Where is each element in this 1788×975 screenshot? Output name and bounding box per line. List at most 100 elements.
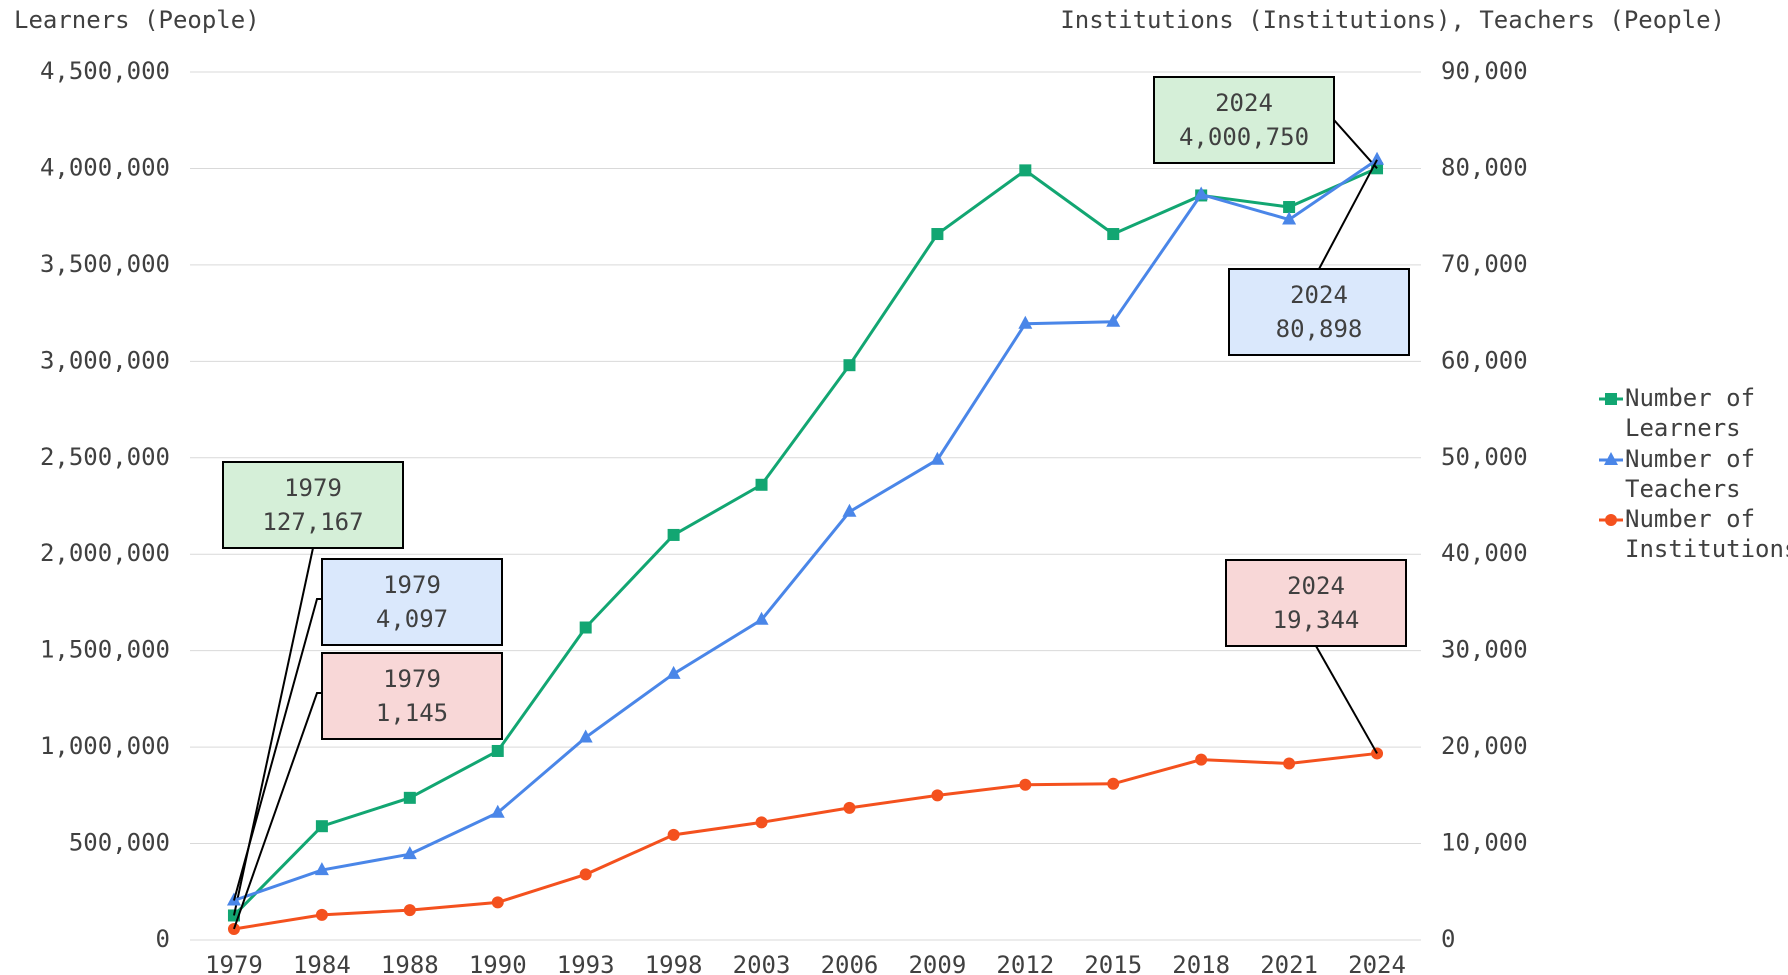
x-tick-label: 2012 (996, 951, 1054, 975)
label-year: 1979 (383, 665, 441, 693)
marker (1194, 186, 1209, 200)
marker (315, 908, 328, 921)
leader-line (1333, 119, 1378, 169)
marker (402, 846, 417, 860)
x-tick-label: 1988 (381, 951, 439, 975)
data-label: 1,145 (376, 699, 448, 727)
y2-tick-label: 40,000 (1441, 539, 1528, 567)
marker (491, 744, 504, 757)
y2-tick-label: 50,000 (1441, 443, 1528, 471)
data-label: 4,000,750 (1179, 123, 1309, 151)
marker (1107, 228, 1120, 241)
y2-tick-label: 30,000 (1441, 636, 1528, 664)
y-tick-label: 1,500,000 (40, 636, 170, 664)
marker (579, 621, 592, 634)
marker (1106, 313, 1121, 327)
marker (578, 729, 593, 743)
y2-tick-label: 70,000 (1441, 250, 1528, 278)
label-box (1225, 559, 1407, 647)
label-box (321, 558, 503, 646)
label-year: 2024 (1287, 572, 1345, 600)
y-tick-label: 1,000,000 (40, 732, 170, 760)
marker (1370, 151, 1385, 165)
y2-tick-label: 20,000 (1441, 732, 1528, 760)
legend-marker (1604, 452, 1618, 465)
marker (1283, 757, 1296, 770)
marker (843, 359, 856, 372)
label-box (321, 652, 503, 740)
label-year: 2024 (1290, 281, 1348, 309)
marker (667, 528, 680, 541)
data-label: 19,344 (1273, 606, 1360, 634)
x-tick-label: 2009 (908, 951, 966, 975)
marker (1019, 164, 1032, 177)
y2-axis-title: Institutions (Institutions), Teachers (P… (1060, 6, 1725, 34)
label-year: 2024 (1215, 89, 1273, 117)
x-tick-label: 2015 (1084, 951, 1142, 975)
data-label: 127,167 (262, 508, 363, 536)
marker (667, 828, 680, 841)
x-tick-label: 1998 (645, 951, 703, 975)
marker (490, 804, 505, 818)
label-year: 1979 (284, 474, 342, 502)
x-tick-label: 1990 (469, 951, 527, 975)
y-tick-label: 2,000,000 (40, 539, 170, 567)
y-tick-label: 0 (156, 925, 170, 953)
marker (314, 862, 329, 876)
x-tick-label: 2006 (821, 951, 879, 975)
y-tick-label: 3,000,000 (40, 346, 170, 374)
label-box (222, 461, 404, 549)
y-tick-label: 2,500,000 (40, 443, 170, 471)
marker (931, 789, 944, 802)
data-label: 80,898 (1276, 315, 1363, 343)
marker (1282, 211, 1297, 225)
marker (403, 791, 416, 804)
label-box (1228, 268, 1410, 356)
data-label: 4,097 (376, 605, 448, 633)
y2-tick-label: 80,000 (1441, 153, 1528, 181)
marker (930, 451, 945, 465)
legend-marker (1605, 514, 1617, 526)
marker (843, 801, 856, 814)
leader-line (1318, 159, 1378, 270)
leader-line (232, 598, 322, 901)
label-box (1153, 76, 1335, 164)
marker (579, 868, 592, 881)
marker (931, 228, 944, 241)
label-year: 1979 (383, 571, 441, 599)
marker (754, 611, 769, 625)
marker (491, 896, 504, 909)
legend-label: Number of Teachers (1625, 445, 1756, 503)
series-line (233, 158, 1378, 902)
marker (1195, 753, 1208, 766)
legend-label: Number of Learners (1625, 384, 1756, 442)
x-tick-label: 2024 (1348, 951, 1406, 975)
legend-marker (1605, 393, 1617, 405)
y2-tick-label: 90,000 (1441, 57, 1528, 85)
x-tick-label: 2021 (1260, 951, 1318, 975)
x-tick-label: 1984 (293, 951, 351, 975)
marker (315, 820, 328, 833)
x-tick-label: 1979 (205, 951, 263, 975)
marker (666, 665, 681, 679)
x-tick-label: 2003 (733, 951, 791, 975)
y2-tick-label: 60,000 (1441, 346, 1528, 374)
series-line (232, 166, 1378, 917)
series-line (233, 751, 1378, 931)
leader-line (233, 692, 322, 930)
leader-line (1315, 645, 1378, 754)
y-tick-label: 500,000 (69, 829, 170, 857)
y2-tick-label: 0 (1441, 925, 1455, 953)
marker (1283, 201, 1296, 214)
y2-tick-label: 10,000 (1441, 829, 1528, 857)
marker (1107, 777, 1120, 790)
legend-label: Number of Institutions (1625, 505, 1788, 563)
marker (403, 904, 416, 917)
y-tick-label: 4,500,000 (40, 57, 170, 85)
x-tick-label: 2018 (1172, 951, 1230, 975)
marker (842, 503, 857, 517)
y-tick-label: 4,000,000 (40, 153, 170, 181)
x-tick-label: 1993 (557, 951, 615, 975)
